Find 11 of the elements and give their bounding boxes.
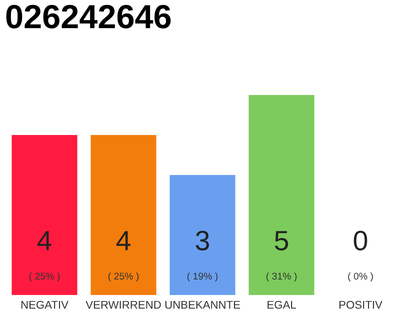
data-label: 3 ( 19% ) bbox=[187, 230, 218, 282]
data-label: 0 ( 0% ) bbox=[348, 230, 373, 282]
x-tick-label: NEGATIV bbox=[21, 300, 68, 309]
x-tick-label: UNBEKANNTE bbox=[165, 300, 240, 309]
data-label: 4 ( 25% ) bbox=[108, 231, 139, 282]
data-label: 5 ( 31% ) bbox=[266, 231, 297, 282]
chart-title: 026242646 bbox=[6, 4, 171, 28]
x-tick-label: VERWIRREND bbox=[86, 300, 161, 309]
x-tick-label: EGAL bbox=[268, 300, 296, 309]
data-label: 4 ( 25% ) bbox=[29, 231, 60, 282]
x-tick-label: POSITIV bbox=[339, 300, 382, 309]
